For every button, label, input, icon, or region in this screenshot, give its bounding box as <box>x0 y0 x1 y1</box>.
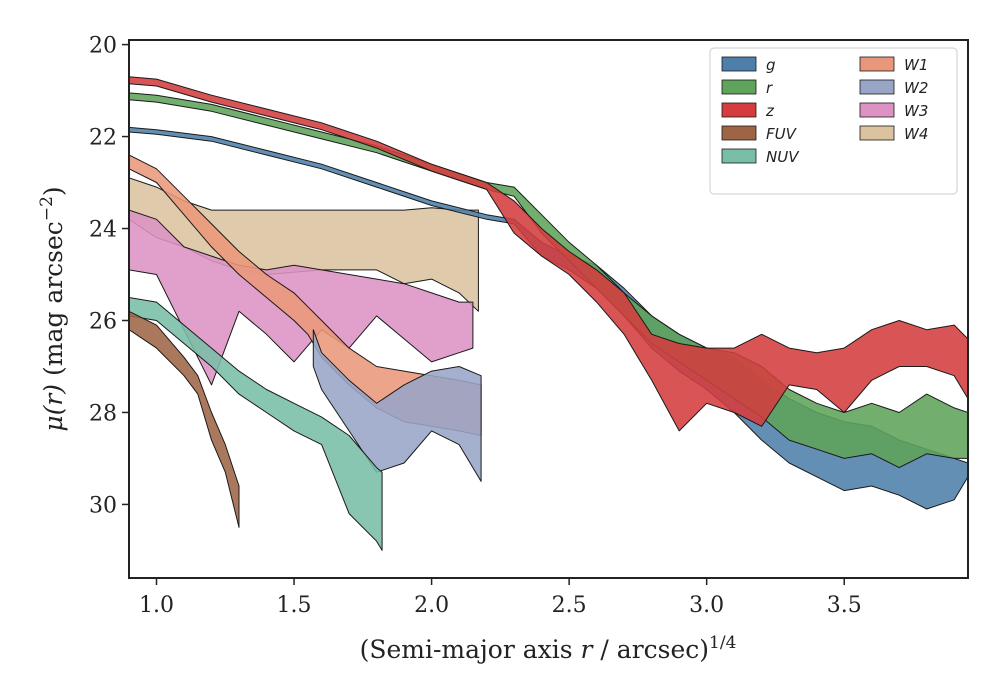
legend: grz FUV NUV W1 W2 W3 W4 <box>709 47 958 195</box>
legend-label-w1: W1 <box>904 56 928 74</box>
x-tick-label: 2.5 <box>552 593 587 618</box>
band-fuv <box>129 310 240 528</box>
legend-label-z: z <box>765 102 775 120</box>
legend-label-r: r <box>766 79 773 97</box>
legend-swatch-w3 <box>859 102 895 118</box>
band-w2 <box>312 329 482 482</box>
legend-frame <box>709 47 958 195</box>
legend-label-w3: W3 <box>904 102 928 120</box>
legend-label-fuv: FUV <box>766 125 798 143</box>
legend-swatch-r <box>721 79 757 95</box>
x-tick-label: 3.5 <box>827 593 862 618</box>
y-axis-title: μ(r) (mag arcsec−2) <box>37 186 68 431</box>
y-tick-label: 22 <box>89 126 117 151</box>
legend-swatch-w2 <box>859 79 895 95</box>
y-tick-label: 26 <box>89 309 117 334</box>
profile-bands <box>129 76 968 551</box>
x-axis: 1.0 1.5 2.0 2.5 3.0 3.5 <box>139 578 862 618</box>
x-tick-label: 1.5 <box>277 593 312 618</box>
y-tick-label: 24 <box>89 218 117 243</box>
x-tick-label: 2.0 <box>414 593 449 618</box>
legend-swatch-g <box>721 56 757 72</box>
x-tick-label: 1.0 <box>139 593 174 618</box>
y-axis: 20 22 24 26 28 30 <box>89 34 129 518</box>
legend-label-w2: W2 <box>904 79 928 97</box>
legend-swatch-z <box>721 102 757 118</box>
legend-swatch-fuv <box>721 125 757 141</box>
y-tick-label: 20 <box>89 34 117 59</box>
band-nuv <box>129 297 383 551</box>
y-tick-label: 28 <box>89 401 117 426</box>
x-axis-title: (Semi-major axis r / arcsec)1/4 <box>360 633 737 664</box>
legend-label-g: g <box>766 56 776 74</box>
x-tick-label: 3.0 <box>689 593 724 618</box>
legend-swatch-w4 <box>859 125 895 141</box>
legend-swatch-w1 <box>859 56 895 72</box>
legend-swatch-nuv <box>721 148 757 164</box>
plot-frame <box>128 39 969 579</box>
band-z <box>129 76 968 432</box>
legend-label-w4: W4 <box>904 125 928 143</box>
y-tick-label: 30 <box>89 493 117 518</box>
legend-label-nuv: NUV <box>766 148 800 166</box>
